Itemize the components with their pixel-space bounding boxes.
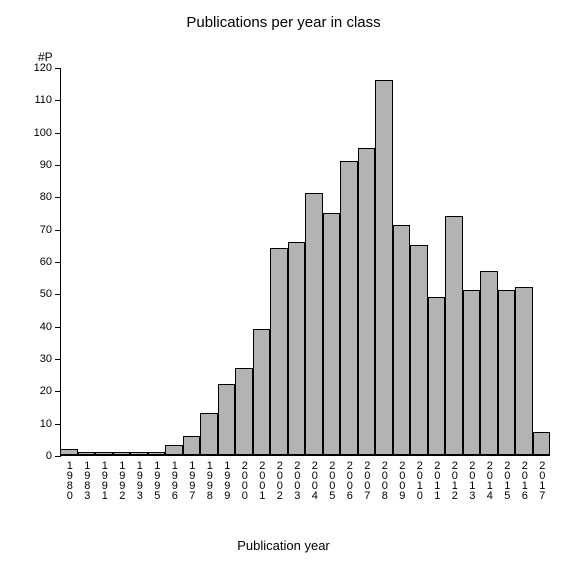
x-tick-label: 1997 <box>186 460 197 500</box>
chart-title: Publications per year in class <box>0 14 567 31</box>
x-tick-label: 1991 <box>99 460 110 500</box>
y-tick-label: 70 <box>22 224 52 236</box>
y-tick <box>55 424 60 425</box>
bar <box>253 329 271 455</box>
y-tick-label: 20 <box>22 385 52 397</box>
bar <box>340 161 358 455</box>
x-tick-label: 2014 <box>484 460 495 500</box>
y-tick <box>55 327 60 328</box>
x-tick-label: 2012 <box>449 460 460 500</box>
y-tick-label: 110 <box>22 94 52 106</box>
x-tick-label: 2016 <box>519 460 530 500</box>
y-tick-label: 120 <box>22 62 52 74</box>
bar <box>375 80 393 455</box>
y-tick <box>55 197 60 198</box>
y-tick <box>55 165 60 166</box>
x-tick-label: 2001 <box>256 460 267 500</box>
bar <box>428 297 446 455</box>
x-tick-label: 2017 <box>536 460 547 500</box>
y-tick <box>55 294 60 295</box>
y-tick <box>55 100 60 101</box>
x-tick-label: 2000 <box>239 460 250 500</box>
x-tick-label: 1983 <box>81 460 92 500</box>
bar <box>165 445 183 455</box>
y-tick <box>55 391 60 392</box>
x-tick-label: 1993 <box>134 460 145 500</box>
x-tick-label: 1992 <box>116 460 127 500</box>
bar <box>130 452 148 455</box>
y-tick <box>55 456 60 457</box>
x-tick-label: 1995 <box>151 460 162 500</box>
x-tick-label: 2011 <box>431 460 442 500</box>
x-tick-label: 2006 <box>344 460 355 500</box>
bar <box>445 216 463 455</box>
bar <box>305 193 323 455</box>
y-tick <box>55 68 60 69</box>
bar <box>218 384 236 455</box>
bar <box>463 290 481 455</box>
bar <box>393 225 411 455</box>
bar <box>288 242 306 455</box>
plot-area: 0102030405060708090100110120 19801983199… <box>60 68 550 456</box>
x-tick-label: 2003 <box>291 460 302 500</box>
bar <box>498 290 516 455</box>
chart-container: Publications per year in class #P 010203… <box>0 0 567 567</box>
bar <box>480 271 498 455</box>
bar <box>113 452 131 455</box>
bar <box>148 452 166 455</box>
y-tick-label: 60 <box>22 256 52 268</box>
y-tick-label: 100 <box>22 127 52 139</box>
y-tick <box>55 230 60 231</box>
y-tick-label: 50 <box>22 288 52 300</box>
bar <box>515 287 533 455</box>
bar <box>235 368 253 455</box>
bar <box>358 148 376 455</box>
y-tick <box>55 262 60 263</box>
bar <box>270 248 288 455</box>
x-tick-label: 2015 <box>501 460 512 500</box>
x-tick-label: 2005 <box>326 460 337 500</box>
x-tick-label: 1980 <box>64 460 75 500</box>
y-tick-label: 40 <box>22 321 52 333</box>
bar <box>95 452 113 455</box>
bar <box>323 213 341 456</box>
x-axis-label: Publication year <box>0 538 567 553</box>
bars-group <box>60 68 550 456</box>
x-tick-label: 1996 <box>169 460 180 500</box>
y-tick-label: 30 <box>22 353 52 365</box>
y-tick <box>55 133 60 134</box>
x-tick-label: 2007 <box>361 460 372 500</box>
y-tick-label: 0 <box>22 450 52 462</box>
y-tick <box>55 359 60 360</box>
x-tick-label: 1998 <box>204 460 215 500</box>
x-tick-label: 2004 <box>309 460 320 500</box>
x-tick-label: 2002 <box>274 460 285 500</box>
y-tick-label: 90 <box>22 159 52 171</box>
y-tick-label: 10 <box>22 418 52 430</box>
bar <box>78 452 96 455</box>
y-tick-label: 80 <box>22 191 52 203</box>
bar <box>410 245 428 455</box>
bar <box>200 413 218 455</box>
bar <box>60 449 78 455</box>
x-tick-label: 2010 <box>414 460 425 500</box>
x-tick-label: 2013 <box>466 460 477 500</box>
bar <box>533 432 551 455</box>
bar <box>183 436 201 455</box>
x-tick-label: 2008 <box>379 460 390 500</box>
x-tick-label: 2009 <box>396 460 407 500</box>
x-tick-label: 1999 <box>221 460 232 500</box>
